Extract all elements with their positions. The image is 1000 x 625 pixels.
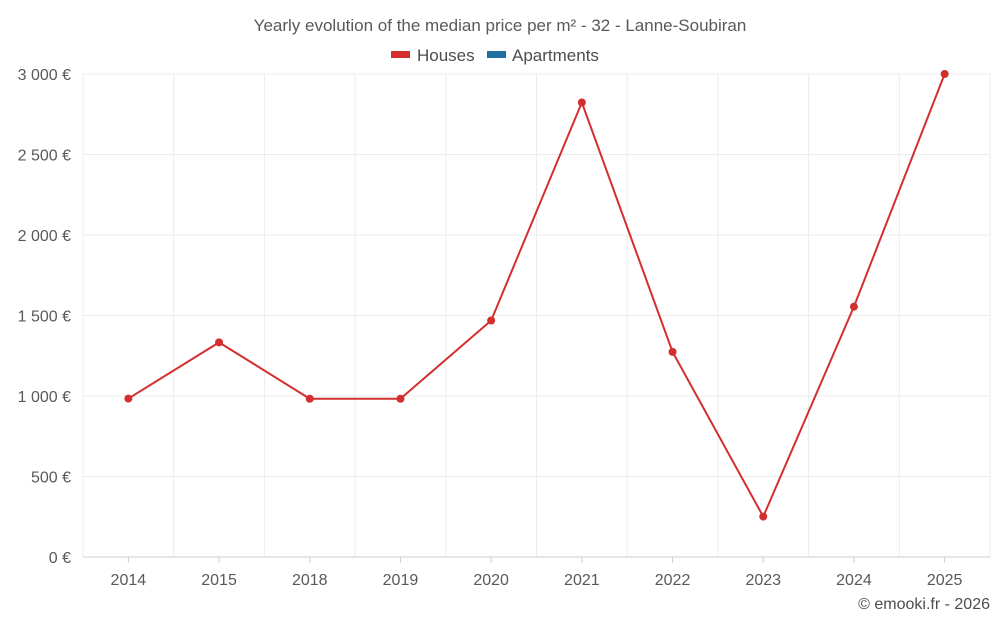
data-point[interactable] (124, 394, 133, 403)
y-axis-ticks: 0 € 500 € 1 000 € 1 500 € 2 000 € 2 500 € 3 00… (18, 67, 71, 567)
legend-swatch-houses (391, 51, 410, 58)
y-tick-label: 0 € (49, 550, 71, 567)
legend-label-houses: Houses (417, 46, 475, 65)
x-tick-label: 2018 (292, 572, 328, 589)
data-point[interactable] (940, 70, 949, 78)
x-tick-label: 2022 (655, 572, 691, 589)
x-tick-label: 2023 (745, 572, 781, 589)
y-tick-label: 500 € (31, 470, 71, 487)
data-point[interactable] (396, 394, 405, 403)
x-axis-ticks: 2014 2015 2018 2019 2020 2021 2022 2023 2024 2025 (111, 572, 963, 589)
x-tick-label: 2025 (927, 572, 963, 589)
legend: Houses Apartments (391, 46, 599, 65)
data-point[interactable] (668, 347, 677, 356)
legend-item-apartments[interactable]: Apartments (487, 46, 599, 65)
y-tick-label: 1 000 € (18, 389, 71, 406)
series-line-houses (127, 73, 946, 518)
legend-label-apartments: Apartments (512, 46, 599, 65)
y-tick-label: 1 500 € (18, 309, 71, 326)
data-point[interactable] (759, 512, 768, 521)
x-tick-label: 2019 (383, 572, 419, 589)
y-tick-label: 2 500 € (18, 148, 71, 165)
x-tick-label: 2015 (201, 572, 237, 589)
credit-text: © emooki.fr - 2026 (858, 596, 990, 613)
x-tick-label: 2021 (564, 572, 600, 589)
x-tick-label: 2020 (473, 572, 509, 589)
legend-item-houses[interactable]: Houses (391, 46, 475, 65)
chart-title: Yearly evolution of the median price per… (254, 16, 747, 35)
axes (83, 556, 990, 563)
y-tick-label: 2 000 € (18, 228, 71, 245)
x-tick-label: 2024 (836, 572, 872, 589)
series (124, 70, 949, 521)
data-point[interactable] (577, 98, 586, 107)
grid (82, 73, 991, 557)
data-point[interactable] (849, 302, 858, 311)
y-tick-label: 3 000 € (18, 67, 71, 84)
data-point[interactable] (487, 316, 496, 325)
x-tick-label: 2014 (111, 572, 147, 589)
data-point[interactable] (215, 338, 224, 347)
legend-swatch-apartments (487, 51, 506, 58)
data-point[interactable] (305, 394, 314, 403)
